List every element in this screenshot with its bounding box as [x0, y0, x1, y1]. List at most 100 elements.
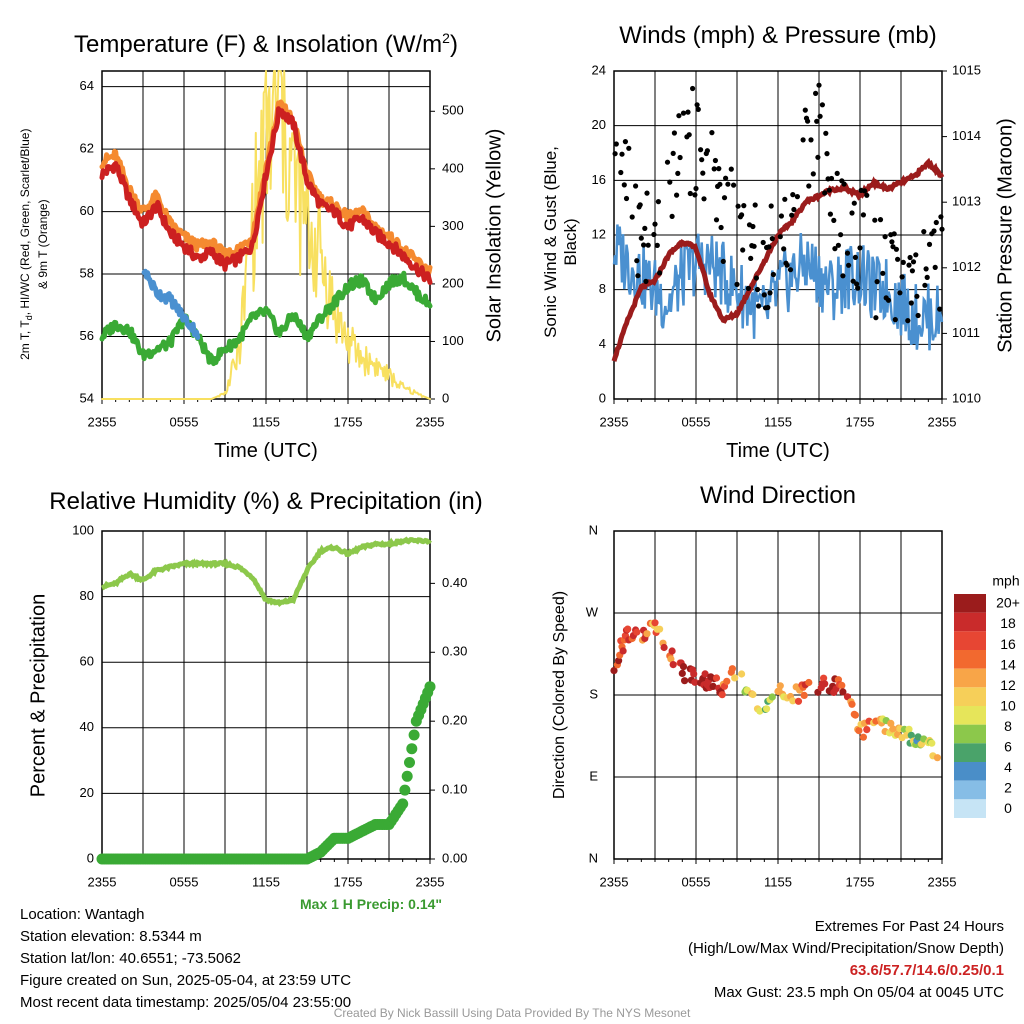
winds-gust-point: [664, 159, 671, 165]
winds-gust-point: [819, 102, 826, 108]
winds-gust-point: [852, 254, 859, 260]
winds-gust-point: [621, 182, 627, 188]
winds-ytick-label: 16: [592, 172, 606, 187]
winds-gust-point: [800, 137, 806, 143]
winds-gust-point: [767, 290, 773, 296]
winds-ytick-label: 20: [592, 117, 606, 132]
winds-gust-point: [644, 190, 650, 196]
winds-gust-point: [931, 228, 937, 234]
winds-gust-point: [695, 106, 701, 112]
winds-gust-point: [687, 190, 693, 197]
humidity-y2tick-label: 0.40: [442, 575, 467, 590]
winds-gust-point: [612, 151, 618, 157]
winds-gust-point: [844, 250, 851, 256]
winds-xtick-label: 1755: [846, 414, 875, 429]
temperature-y2tick-label: 0: [442, 390, 449, 405]
winds-gust-point: [882, 234, 888, 240]
winds-gust-point: [637, 202, 643, 208]
direction-point: [712, 674, 721, 682]
winds-ytick-label: 8: [599, 281, 606, 296]
direction-xtick-label: 1755: [846, 874, 875, 889]
temperature-series-2m-t: [99, 106, 433, 285]
winds-gust-point: [642, 225, 648, 231]
direction-point: [643, 630, 651, 638]
winds-gust-point: [769, 236, 775, 242]
humidity-ytick-label: 80: [80, 588, 94, 603]
direction-point: [859, 733, 868, 741]
winds-gust-point: [814, 118, 820, 124]
humidity-y2tick-label: 0.00: [442, 850, 467, 865]
winds-gust-point: [645, 242, 651, 248]
temperature-xtick-label: 1155: [252, 414, 280, 429]
winds-gust-point: [939, 226, 945, 232]
recent-text: Most recent data timestamp: 2025/05/04 2…: [20, 994, 352, 1011]
winds-gust-point: [643, 278, 649, 284]
colorbar-swatch: [954, 650, 986, 669]
direction-point: [731, 674, 739, 682]
direction-point: [738, 670, 746, 678]
direction-point: [928, 739, 936, 747]
temperature-xtick-label: 1755: [334, 414, 363, 429]
direction-point: [933, 754, 942, 762]
winds-gust-point: [846, 262, 852, 268]
winds-gust-point: [840, 273, 846, 279]
winds-gust-point: [923, 266, 929, 272]
humidity-precip-point: [408, 729, 420, 741]
temperature-xtick-label: 0555: [170, 414, 199, 429]
extremes-info: Extremes For Past 24 Hours (High/Low/Max…: [688, 916, 1004, 1004]
winds-xtick-label: 2355: [928, 414, 957, 429]
winds-gust-point: [885, 297, 892, 303]
winds-gust-point: [701, 196, 707, 202]
humidity-precip-point: [404, 757, 415, 768]
direction-point: [794, 697, 803, 705]
winds-gust-point: [618, 169, 624, 176]
winds-gust-point: [613, 141, 619, 147]
winds-gust-point: [709, 130, 715, 136]
winds-gust-point: [766, 244, 772, 250]
winds-gust-point: [723, 175, 729, 181]
winds-gust-point: [789, 212, 795, 218]
winds-gust-point: [754, 286, 761, 293]
winds-gust-point: [909, 268, 916, 274]
direction-point: [619, 647, 627, 655]
temperature-y2tick-label: 400: [442, 160, 464, 175]
winds-gust-point: [760, 239, 766, 246]
winds-ytick-label: 24: [592, 62, 606, 77]
winds-gust-point: [699, 157, 705, 163]
temperature-title: Temperature (F) & Insolation (W/m2): [74, 30, 458, 58]
direction-panel: 2355 0555 1155 1755 2355NESWNmph20+181614121…: [586, 522, 1020, 889]
temperature-y2tick-label: 200: [442, 275, 464, 290]
winds-gust-point: [655, 199, 662, 205]
winds-gust-point: [686, 132, 692, 138]
winds-title: Winds (mph) & Pressure (mb): [619, 22, 937, 49]
winds-gust-point: [676, 113, 682, 119]
direction-point: [889, 725, 897, 733]
winds-series-sonic-wind: [612, 224, 944, 351]
direction-point: [821, 680, 829, 688]
colorbar-label: 10: [1000, 697, 1016, 713]
direction-point: [756, 707, 764, 715]
winds-gust-point: [937, 306, 943, 312]
temperature-ytick-label: 54: [80, 390, 94, 405]
max-gust-text: Max Gust: 23.5 mph On 05/04 at 0045 UTC: [713, 984, 1004, 1001]
winds-gust-point: [834, 170, 840, 176]
temperature-xtick-label: 2355: [416, 414, 445, 429]
colorbar-label: 16: [1000, 636, 1016, 652]
winds-gust-point: [713, 217, 720, 223]
winds-gust-point: [652, 221, 658, 227]
winds-gust-point: [619, 151, 625, 157]
direction-ytick-label: E: [589, 768, 598, 783]
winds-gust-point: [756, 303, 762, 309]
colorbar-label: 8: [1004, 718, 1012, 734]
winds-gust-point: [891, 231, 897, 237]
winds-gust-point: [657, 270, 663, 276]
winds-gust-point: [813, 90, 819, 96]
direction-point: [709, 682, 717, 691]
winds-gust-point: [721, 195, 728, 201]
direction-ytick-label: S: [589, 686, 598, 701]
direction-point: [691, 678, 699, 686]
direction-point: [701, 670, 709, 678]
winds-gust-point: [932, 264, 938, 270]
direction-xtick-label: 2355: [600, 874, 629, 889]
humidity-y2tick-label: 0.20: [442, 713, 467, 728]
